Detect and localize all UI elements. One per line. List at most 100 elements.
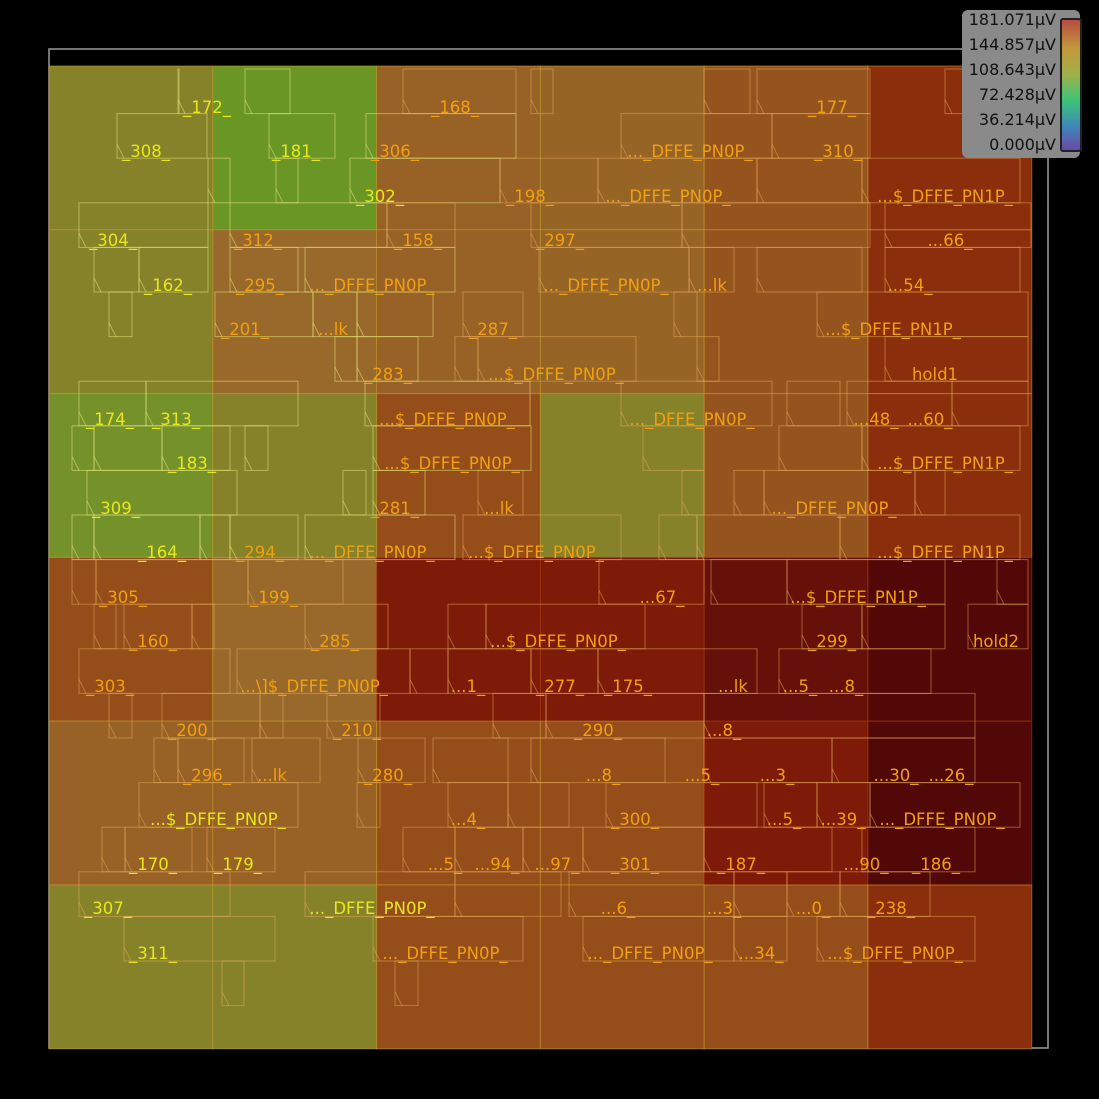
cell-label: ...3_: [707, 899, 742, 919]
cell-orientation-mark: [967, 634, 976, 650]
heatmap-tile: [376, 720, 541, 886]
cell-orientation-mark: [356, 322, 365, 337]
cell-orientation-mark: [394, 991, 403, 1006]
cell-orientation-mark: [454, 857, 463, 873]
cell-orientation-mark: [620, 411, 629, 427]
cell-label: ..._DFFE_PN0P_: [309, 899, 435, 919]
heatmap-tile: [703, 884, 869, 1050]
cell-label: ...$_DFFE_PN0P_: [827, 944, 964, 964]
cell-label: _201_: [220, 320, 270, 340]
cell-orientation-mark: [597, 679, 606, 694]
cell-label: ..._DFFE_PN0P_: [605, 187, 731, 207]
cell-label: _301_: [610, 855, 660, 875]
cell-orientation-mark: [763, 500, 772, 516]
cell-orientation-mark: [884, 366, 893, 382]
cell-orientation-mark: [673, 322, 682, 337]
heatmap-tile: [48, 393, 214, 558]
standard-cell: [372, 425, 532, 471]
cell-orientation-mark: [116, 143, 125, 159]
cell-orientation-mark: [477, 366, 486, 382]
cell-label: _175_: [603, 677, 653, 697]
cell-orientation-mark: [402, 857, 411, 873]
cell-label: ...lk: [697, 276, 727, 295]
heatmap-tile: [703, 556, 869, 722]
cell-label: _312_: [233, 231, 283, 251]
cell-label: ...$_DFFE_PN1P_: [790, 588, 927, 608]
cell-orientation-mark: [145, 411, 154, 427]
heatmap-tile: [48, 229, 214, 395]
heatmap-tile: [867, 720, 1033, 886]
cell-orientation-mark: [951, 411, 960, 427]
cell-label: ...3_: [760, 766, 795, 786]
cell-orientation-mark: [801, 634, 810, 650]
cell-orientation-mark: [545, 723, 554, 739]
standard-cell: [207, 157, 231, 204]
cell-orientation-mark: [251, 768, 260, 783]
heatmap-tile: [376, 556, 541, 722]
standard-cell: [123, 915, 276, 962]
standard-cell: [372, 915, 524, 962]
standard-cell: [357, 737, 426, 784]
cell-label: _238_: [866, 899, 916, 919]
heatmap-tile: [539, 720, 705, 886]
cell-label: _310_: [813, 142, 863, 162]
cell-orientation-mark: [244, 456, 253, 471]
cell-label: ...4_: [451, 810, 486, 830]
cell-orientation-mark: [816, 946, 825, 962]
cell-label: _299_: [807, 632, 857, 652]
cell-label: _300_: [610, 810, 660, 830]
cell-orientation-mark: [247, 589, 256, 605]
cell-label: _313_: [151, 410, 201, 430]
cell-label: ...$_DFFE_PN1P_: [825, 320, 962, 340]
color-scale-legend: 181.071µV 144.857µV 108.643µV 72.428µV 3…: [962, 10, 1082, 158]
cell-label: ...34_: [739, 944, 785, 964]
standard-cell: [530, 737, 666, 784]
cell-label: ...1_: [451, 677, 486, 697]
cell-label: ...0_: [796, 899, 831, 919]
cell-orientation-mark: [123, 946, 132, 962]
cell-orientation-mark: [944, 99, 953, 114]
cell-label: _277_: [535, 677, 585, 697]
heatmap-tile: [867, 884, 1033, 1050]
cell-orientation-mark: [93, 634, 102, 650]
cell-orientation-mark: [538, 277, 547, 293]
cell-orientation-mark: [756, 277, 765, 293]
cell-label: ...5_: [783, 677, 818, 697]
cell-label: ..._DFFE_PN0P_: [543, 276, 669, 296]
standard-cell: [244, 68, 291, 115]
cell-label: ..._DFFE_PN0P_: [771, 499, 897, 519]
cell-label: ...$_DFFE_PN0P_: [379, 410, 516, 430]
cell-orientation-mark: [402, 99, 411, 114]
heatmap-tile: [212, 556, 378, 722]
standard-cell: [78, 648, 231, 694]
cell-orientation-mark: [492, 723, 501, 739]
heatmap-tile: [867, 229, 1033, 395]
cell-orientation-mark: [816, 812, 825, 828]
cell-label: _168_: [430, 98, 480, 118]
cell-orientation-mark: [642, 456, 651, 471]
cell-orientation-mark: [763, 812, 772, 828]
cell-label: _302_: [355, 187, 405, 207]
cell-orientation-mark: [93, 456, 102, 471]
cell-label: ..._DFFE_PN0P_: [879, 810, 1005, 830]
cell-label: ...lk: [718, 677, 748, 696]
cell-orientation-mark: [78, 902, 87, 917]
standard-cell: [462, 514, 622, 561]
cell-orientation-mark: [229, 233, 238, 248]
cell-label: _306_: [370, 142, 420, 162]
cell-orientation-mark: [778, 679, 787, 694]
standard-cell: [530, 68, 554, 115]
cell-orientation-mark: [786, 589, 795, 605]
heatmap-tile: [212, 393, 378, 558]
cell-orientation-mark: [756, 188, 765, 204]
cell-orientation-mark: [349, 188, 358, 204]
cell-label: ...$_DFFE_PN1P_: [877, 187, 1014, 207]
cell-label: _304_: [88, 231, 138, 251]
cell-orientation-mark: [138, 812, 147, 828]
cell-orientation-mark: [786, 902, 795, 917]
cell-label: ...8_: [829, 677, 864, 697]
cell-orientation-mark: [582, 946, 591, 962]
cell-label: _290_: [573, 721, 623, 741]
cell-orientation-mark: [447, 634, 456, 650]
